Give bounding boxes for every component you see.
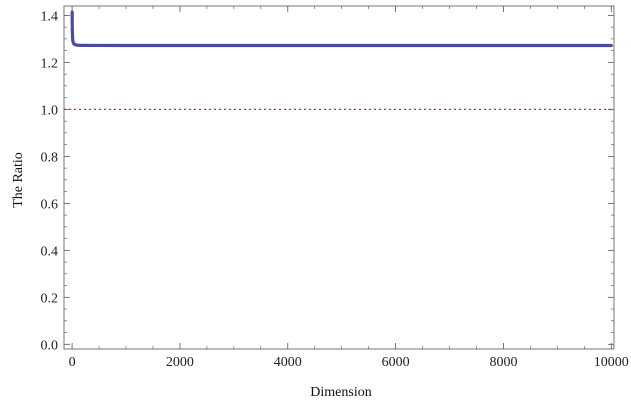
x-tick-label: 2000: [166, 355, 194, 370]
series-layer: [64, 10, 614, 111]
x-tick-label: 10000: [594, 355, 629, 370]
y-tick-label: 0.0: [41, 338, 59, 353]
x-tick-label: 4000: [274, 355, 302, 370]
x-tick-label: 8000: [489, 355, 517, 370]
y-axis-title: The Ratio: [11, 152, 26, 208]
x-tick-label: 0: [69, 355, 76, 370]
plot-frame: [63, 5, 615, 350]
y-tick-label: 1.2: [41, 56, 59, 71]
y-tick-label: 0.4: [41, 244, 59, 259]
ratio-series-line: [70, 10, 613, 48]
y-tick-label: 0.2: [41, 291, 59, 306]
tick-labels-layer: 0 2000 4000 6000 8000 10000 0.0 0.2 0.4 0.6 0.8 1.0…: [41, 9, 629, 370]
y-tick-label: 0.6: [41, 197, 59, 212]
y-tick-label: 0.8: [41, 150, 59, 165]
y-tick-label: 1.0: [41, 103, 59, 118]
x-axis-title: Dimension: [310, 385, 371, 400]
y-tick-label: 1.4: [41, 9, 59, 24]
x-tick-label: 6000: [382, 355, 410, 370]
ticks-layer: [64, 6, 614, 349]
